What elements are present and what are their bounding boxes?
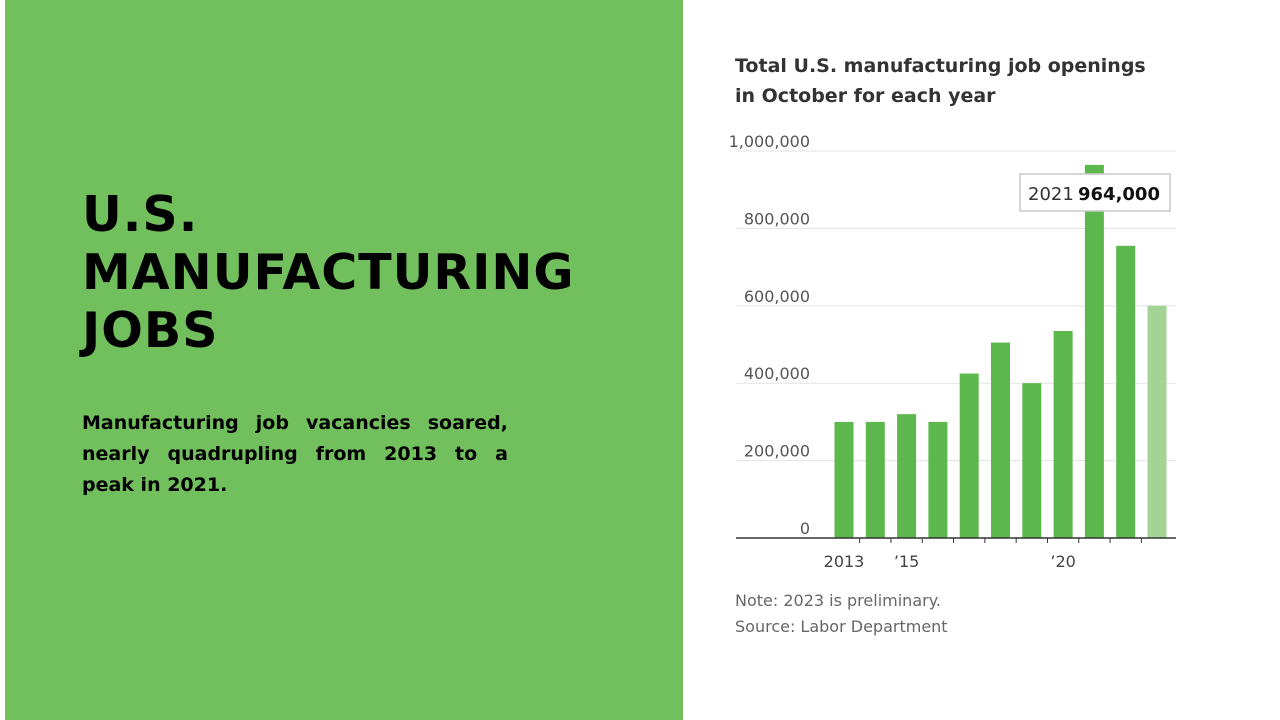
page-edge-strip (0, 0, 5, 720)
y-tick-label: 0 (800, 519, 810, 538)
y-tick-label: 800,000 (744, 209, 810, 228)
y-tick-label: 400,000 (744, 364, 810, 383)
bar-2018 (991, 342, 1010, 538)
y-tick-label: 600,000 (744, 287, 810, 306)
bar-2021 (1084, 164, 1104, 538)
bar-2015 (897, 414, 917, 538)
bar-2014 (865, 421, 885, 538)
headline-line-3: JOBS (82, 302, 219, 359)
bar-2023 (1147, 305, 1167, 538)
chart-panel (683, 0, 1280, 720)
bar-2016 (928, 421, 948, 538)
headline-panel (5, 0, 683, 720)
bar-2020 (1053, 330, 1073, 538)
preliminary-note: Note: 2023 is preliminary. (735, 591, 941, 610)
bar-2022 (1116, 245, 1136, 538)
y-tick-label: 1,000,000 (729, 132, 810, 151)
y-tick-label: 200,000 (744, 442, 810, 461)
summary-text: Manufacturing job vacancies soared, near… (82, 412, 508, 496)
tooltip-box (1019, 173, 1171, 212)
x-tick-label: 2013 (824, 552, 865, 571)
bar-2019 (1022, 383, 1042, 538)
bar-2017 (959, 373, 979, 538)
headline-line-2: MANUFACTURING (82, 244, 575, 301)
x-tick-label: ’15 (894, 552, 919, 571)
tooltip-year: 2021 (1028, 184, 1074, 205)
x-tick-label: ’20 (1050, 552, 1075, 571)
bar-chart: 0 200,000 400,000 600,000 800,000 1,000,000 20… (729, 132, 1176, 571)
chart-footnote: Note: 2023 is preliminary. Source: Labor… (735, 588, 948, 640)
headline-line-1: U.S. (82, 186, 199, 243)
bar-2013 (834, 421, 854, 538)
source-note: Source: Labor Department (735, 617, 948, 636)
page-headline: U.S. MANUFACTURING JOBS (82, 186, 642, 360)
tooltip-value: 964,000 (1078, 184, 1160, 205)
chart-title: Total U.S. manufacturing job openings in… (735, 55, 1146, 107)
